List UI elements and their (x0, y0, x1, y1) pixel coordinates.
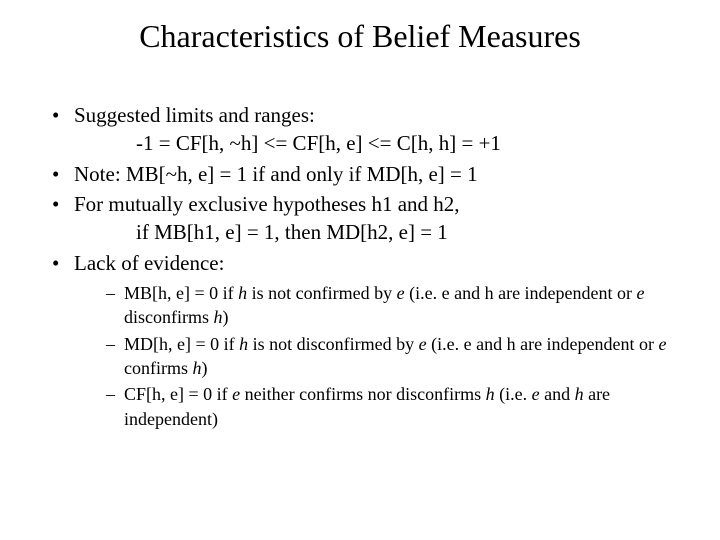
t: h (214, 307, 223, 327)
slide: Characteristics of Belief Measures Sugge… (0, 0, 720, 540)
t: MB[h, e] = 0 if (124, 283, 238, 303)
t: e (419, 334, 427, 354)
t: e (659, 334, 667, 354)
slide-title: Characteristics of Belief Measures (46, 18, 674, 55)
sub-list: MB[h, e] = 0 if h is not confirmed by e … (104, 281, 674, 431)
t: e (232, 384, 240, 404)
t: confirms (124, 358, 192, 378)
bullet-item: Suggested limits and ranges: -1 = CF[h, … (46, 101, 674, 158)
t: h (575, 384, 584, 404)
t: h (239, 334, 248, 354)
bullet-text: Suggested limits and ranges: (74, 103, 315, 127)
t: e (532, 384, 540, 404)
t: ) (201, 358, 207, 378)
t: e (397, 283, 405, 303)
t: h (486, 384, 495, 404)
t: and (540, 384, 575, 404)
t: CF[h, e] = 0 if (124, 384, 232, 404)
t: (i.e. e and h are independent or (405, 283, 637, 303)
bullet-text: Lack of evidence: (74, 251, 224, 275)
sub-item: MB[h, e] = 0 if h is not confirmed by e … (104, 281, 674, 330)
sub-item: MD[h, e] = 0 if h is not disconfirmed by… (104, 332, 674, 381)
bullet-text: Note: MB[~h, e] = 1 if and only if MD[h,… (74, 162, 478, 186)
t: h (238, 283, 247, 303)
t: MD[h, e] = 0 if (124, 334, 239, 354)
sub-item: CF[h, e] = 0 if e neither confirms nor d… (104, 382, 674, 431)
bullet-item: For mutually exclusive hypotheses h1 and… (46, 190, 674, 247)
t: ) (223, 307, 229, 327)
t: disconfirms (124, 307, 214, 327)
t: is not disconfirmed by (248, 334, 418, 354)
t: e (637, 283, 645, 303)
bullet-list: Suggested limits and ranges: -1 = CF[h, … (46, 101, 674, 431)
t: (i.e. (495, 384, 532, 404)
bullet-text: For mutually exclusive hypotheses h1 and… (74, 192, 460, 216)
bullet-subline: -1 = CF[h, ~h] <= CF[h, e] <= C[h, h] = … (74, 129, 674, 157)
bullet-subline: if MB[h1, e] = 1, then MD[h2, e] = 1 (74, 218, 674, 246)
bullet-item: Lack of evidence: MB[h, e] = 0 if h is n… (46, 249, 674, 431)
bullet-item: Note: MB[~h, e] = 1 if and only if MD[h,… (46, 160, 674, 188)
t: is not confirmed by (247, 283, 396, 303)
t: (i.e. e and h are independent or (427, 334, 659, 354)
t: neither confirms nor disconfirms (240, 384, 485, 404)
